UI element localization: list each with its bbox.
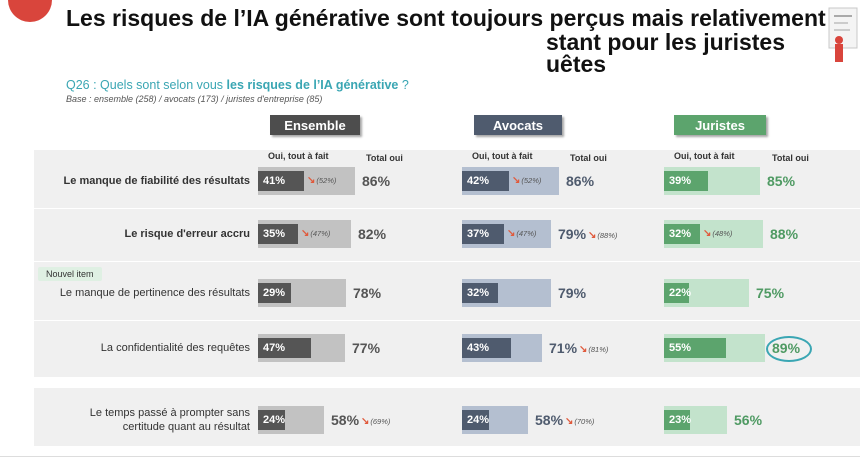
brand-logo (8, 0, 52, 22)
bar-oui-1-0: 42% (462, 171, 509, 191)
row-label-line: Le manque de fiabilité des résultats (63, 175, 250, 187)
prev-total-value: (88%) (597, 231, 618, 240)
subheader-total-1: Total oui (570, 153, 607, 163)
total-value-0-0: 86% (362, 173, 391, 189)
bar-oui-0-2: 29% (258, 283, 291, 303)
row-label-4: Le temps passé à prompter sans certitude … (90, 406, 250, 434)
bar-oui-0-0: 41% (258, 171, 304, 191)
presenter-illustration (828, 7, 858, 62)
bar-oui-1-2: 32% (462, 283, 498, 303)
question-suffix: ? (398, 78, 409, 92)
total-value-0-4: 58% (331, 412, 360, 428)
row-label-line: Le temps passé à prompter sans (89, 407, 250, 419)
page-title-line-2: stant pour les juristes (546, 29, 786, 55)
prev-total-0-4: ↘ (69%) (361, 416, 390, 427)
total-value-1-4: 58% (535, 412, 564, 428)
down-arrow-icon: ↘ (579, 344, 588, 355)
row-label-0: Le manque de fiabilité des résultats (64, 174, 250, 188)
bar-oui-1-1: 37% (462, 224, 504, 244)
subheader-oui-0: Oui, tout à fait (268, 151, 329, 161)
bar-oui-1-3: 43% (462, 338, 511, 358)
prev-oui-value: (52%) (316, 176, 337, 185)
prev-oui-2-1: ↘ (48%) (703, 228, 732, 239)
prev-total-1-3: ↘ (81%) (579, 344, 608, 355)
total-value-2-1: 88% (770, 226, 799, 242)
bar-oui-1-4: 24% (462, 410, 489, 430)
column-header-avocats: Avocats (474, 115, 562, 135)
total-highlight-circle (766, 336, 812, 362)
question-highlight: les risques de l’IA générative (226, 78, 399, 92)
bar-oui-2-2: 22% (664, 283, 691, 303)
total-value-2-0: 85% (767, 173, 796, 189)
bar-oui-2-4: 23% (664, 410, 691, 430)
subheader-total-2: Total oui (772, 153, 809, 163)
row-label-3: La confidentialité des requêtes (101, 341, 250, 355)
bottom-divider (0, 456, 860, 457)
row-label-line: La confidentialité des requêtes (100, 342, 250, 354)
down-arrow-icon: ↘ (565, 416, 574, 427)
prev-oui-1-1: ↘ (47%) (507, 228, 536, 239)
prev-total-1-4: ↘ (70%) (565, 416, 594, 427)
total-value-1-0: 86% (566, 173, 595, 189)
row-label-2: Le manque de pertinence des résultats (60, 286, 250, 300)
prev-total-value: (70%) (574, 417, 595, 426)
down-arrow-icon: ↘ (703, 228, 712, 239)
new-item-badge: Nouvel item (38, 267, 102, 281)
page-title-line-1: Les risques de l’IA générative sont touj… (66, 5, 826, 31)
row-label-line: certitude quant au résultat (122, 421, 250, 433)
column-header-juristes: Juristes (674, 115, 766, 135)
down-arrow-icon: ↘ (588, 230, 597, 241)
bar-oui-2-0: 39% (664, 171, 708, 191)
bar-oui-2-3: 55% (664, 338, 726, 358)
total-value-0-2: 78% (353, 285, 382, 301)
row-label-line: Le manque de pertinence des résultats (59, 287, 250, 299)
subheader-total-0: Total oui (366, 153, 403, 163)
row-label-line: Le risque d'erreur accru (124, 228, 250, 240)
prev-total-1-1: ↘ (88%) (588, 230, 617, 241)
subheader-oui-2: Oui, tout à fait (674, 151, 735, 161)
prev-oui-0-1: ↘ (47%) (301, 228, 330, 239)
prev-oui-0-0: ↘ (52%) (307, 175, 336, 186)
prev-oui-1-0: ↘ (52%) (512, 175, 541, 186)
total-value-1-2: 79% (558, 285, 587, 301)
subheader-oui-1: Oui, tout à fait (472, 151, 533, 161)
prev-oui-value: (47%) (516, 229, 537, 238)
bar-oui-0-4: 24% (258, 410, 285, 430)
bar-oui-0-1: 35% (258, 224, 298, 244)
bar-oui-0-3: 47% (258, 338, 311, 358)
row-label-1: Le risque d'erreur accru (124, 227, 250, 241)
prev-total-value: (69%) (370, 417, 391, 426)
column-header-ensemble: Ensemble (270, 115, 360, 135)
total-value-2-4: 56% (734, 412, 763, 428)
down-arrow-icon: ↘ (507, 228, 516, 239)
prev-oui-value: (47%) (310, 229, 331, 238)
total-value-2-2: 75% (756, 285, 785, 301)
prev-oui-value: (52%) (521, 176, 542, 185)
down-arrow-icon: ↘ (512, 175, 521, 186)
total-value-0-3: 77% (352, 340, 381, 356)
bar-oui-2-1: 32% (664, 224, 700, 244)
total-value-1-1: 79% (558, 226, 587, 242)
question-prefix: Q26 : Quels sont selon vous (66, 78, 227, 92)
prev-total-value: (81%) (588, 345, 609, 354)
page-title-line-3: uêtes (546, 51, 607, 77)
down-arrow-icon: ↘ (307, 175, 316, 186)
down-arrow-icon: ↘ (301, 228, 310, 239)
total-value-1-3: 71% (549, 340, 578, 356)
base-note: Base : ensemble (258) / avocats (173) / … (66, 94, 323, 104)
question-text: Q26 : Quels sont selon vous les risques … (66, 78, 409, 92)
prev-oui-value: (48%) (712, 229, 733, 238)
down-arrow-icon: ↘ (361, 416, 370, 427)
total-value-0-1: 82% (358, 226, 387, 242)
